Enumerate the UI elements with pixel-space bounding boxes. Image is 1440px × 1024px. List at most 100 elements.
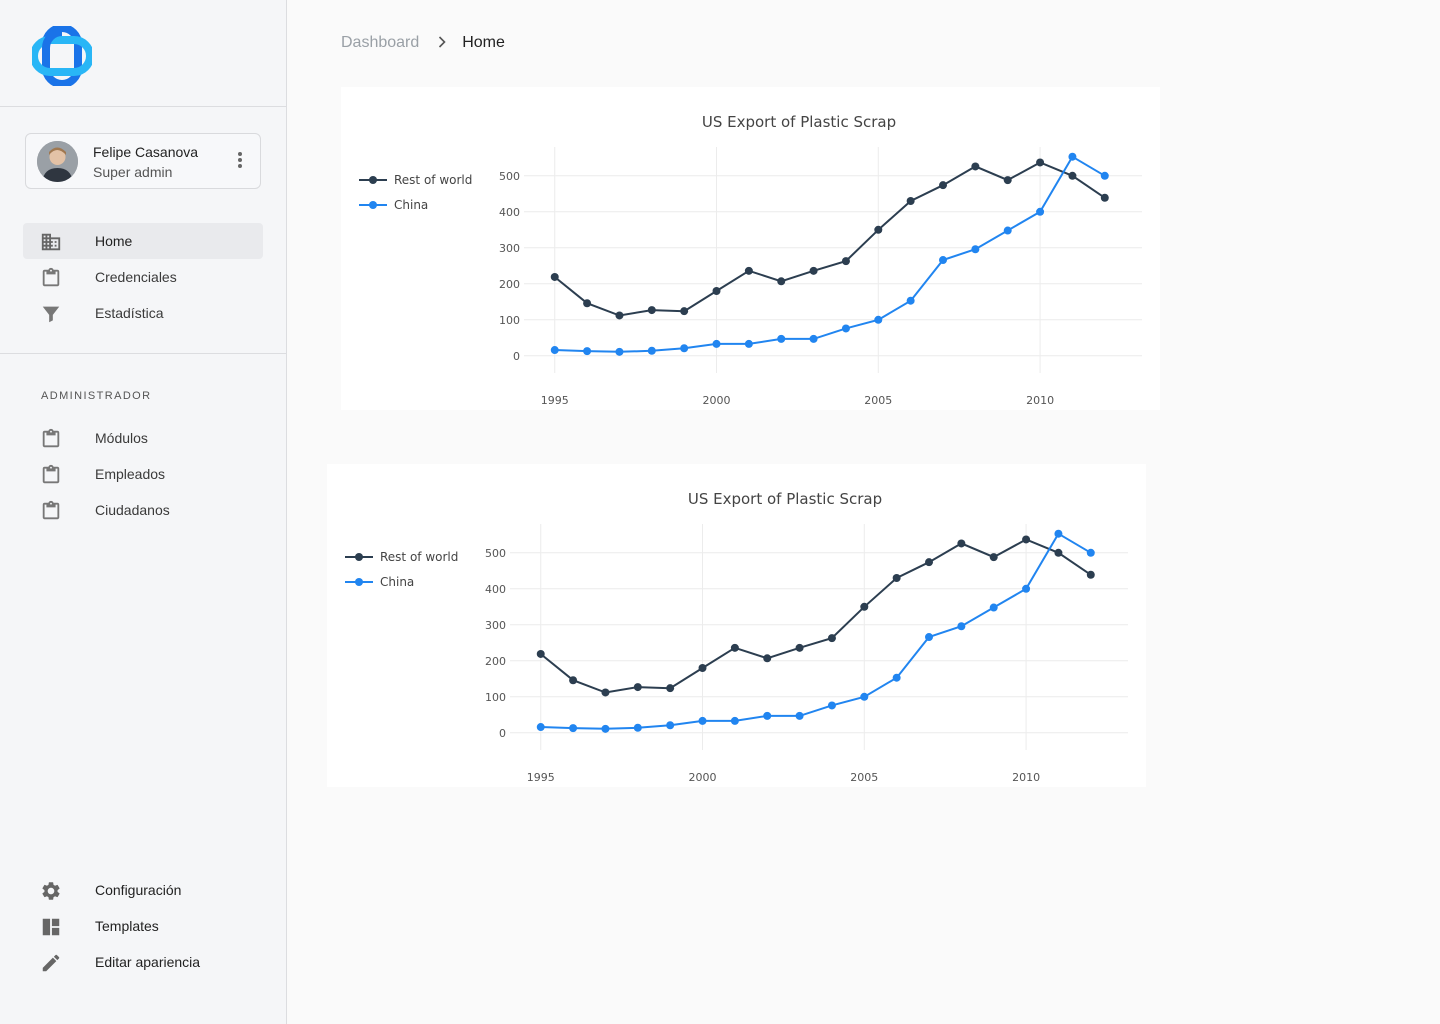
data-point[interactable]	[633, 683, 642, 692]
data-point[interactable]	[874, 225, 883, 234]
sidebar-item-templates[interactable]: Templates	[23, 908, 263, 944]
data-point[interactable]	[1054, 548, 1063, 557]
data-point[interactable]	[860, 692, 869, 701]
data-point[interactable]	[892, 673, 901, 682]
legend-label[interactable]: China	[394, 198, 428, 212]
data-point[interactable]	[957, 539, 966, 548]
sidebar-item-credenciales[interactable]: Credenciales	[23, 259, 263, 295]
data-point[interactable]	[698, 716, 707, 725]
sidebar-item-estadistica[interactable]: Estadística	[23, 295, 263, 331]
more-vert-icon[interactable]	[238, 152, 242, 170]
data-point[interactable]	[763, 654, 772, 663]
data-point[interactable]	[536, 723, 545, 732]
data-point[interactable]	[777, 334, 786, 343]
data-point[interactable]	[1003, 176, 1012, 185]
data-point[interactable]	[841, 257, 850, 266]
data-point[interactable]	[925, 633, 934, 642]
data-point[interactable]	[809, 266, 818, 275]
data-point[interactable]	[763, 711, 772, 720]
data-point[interactable]	[971, 162, 980, 171]
data-point[interactable]	[680, 307, 689, 316]
data-point[interactable]	[989, 603, 998, 612]
data-point[interactable]	[860, 602, 869, 611]
data-point[interactable]	[730, 716, 739, 725]
data-point[interactable]	[925, 558, 934, 567]
data-point[interactable]	[906, 197, 915, 205]
sidebar-item-configuracion[interactable]: Configuración	[23, 872, 263, 908]
brand-logo-icon[interactable]	[32, 26, 92, 86]
data-point[interactable]	[874, 315, 883, 324]
data-point[interactable]	[633, 723, 642, 732]
sidebar-item-ciudadanos[interactable]: Ciudadanos	[23, 492, 263, 528]
data-point[interactable]	[906, 296, 915, 305]
data-point[interactable]	[666, 721, 675, 730]
data-point[interactable]	[680, 344, 689, 353]
data-point[interactable]	[809, 334, 818, 343]
data-point[interactable]	[1003, 226, 1012, 235]
data-point[interactable]	[1100, 193, 1109, 202]
sidebar-item-modulos[interactable]: Módulos	[23, 420, 263, 456]
data-point[interactable]	[615, 311, 624, 320]
data-point[interactable]	[795, 711, 804, 720]
breadcrumb-current: Home	[462, 34, 505, 51]
data-point[interactable]	[712, 339, 721, 348]
data-point[interactable]	[827, 634, 836, 643]
data-point[interactable]	[583, 299, 592, 308]
data-point[interactable]	[1068, 152, 1077, 161]
data-point[interactable]	[601, 724, 610, 733]
y-tick-label: 400	[485, 583, 506, 596]
data-point[interactable]	[550, 346, 559, 355]
data-point[interactable]	[569, 724, 578, 733]
data-point[interactable]	[1022, 584, 1031, 593]
data-point[interactable]	[892, 574, 901, 582]
legend-label[interactable]: China	[380, 575, 414, 589]
x-tick-label: 1995	[541, 394, 569, 407]
data-point[interactable]	[647, 306, 656, 315]
data-point[interactable]	[615, 347, 624, 356]
data-point[interactable]	[939, 181, 948, 190]
data-point[interactable]	[647, 346, 656, 355]
data-point[interactable]	[957, 622, 966, 631]
data-point[interactable]	[550, 272, 559, 281]
data-point[interactable]	[1100, 171, 1109, 180]
chart-title: US Export of Plastic Scrap	[702, 113, 896, 131]
data-point[interactable]	[730, 643, 739, 652]
data-point[interactable]	[989, 553, 998, 562]
legend-label[interactable]: Rest of world	[380, 550, 458, 564]
sidebar-item-home[interactable]: Home	[23, 223, 263, 259]
data-point[interactable]	[971, 245, 980, 254]
x-tick-label: 1995	[527, 771, 555, 784]
sidebar-item-empleados[interactable]: Empleados	[23, 456, 263, 492]
sidebar-item-label: Empleados	[95, 466, 166, 482]
data-point[interactable]	[1036, 158, 1045, 167]
data-point[interactable]	[841, 324, 850, 333]
data-point[interactable]	[744, 339, 753, 348]
data-point[interactable]	[601, 688, 610, 697]
data-point[interactable]	[1036, 207, 1045, 216]
building-icon	[41, 233, 61, 251]
data-point[interactable]	[712, 287, 721, 295]
data-point[interactable]	[569, 676, 578, 685]
data-point[interactable]	[1086, 570, 1095, 579]
sidebar-item-editar-apariencia[interactable]: Editar apariencia	[23, 944, 263, 980]
data-point[interactable]	[1022, 535, 1031, 544]
data-point[interactable]	[1054, 529, 1063, 538]
data-point[interactable]	[795, 643, 804, 652]
data-point[interactable]	[777, 277, 786, 286]
data-point[interactable]	[666, 684, 675, 693]
data-point[interactable]	[1086, 548, 1095, 557]
data-point[interactable]	[744, 266, 753, 275]
legend-label[interactable]: Rest of world	[394, 173, 472, 187]
user-card[interactable]: Felipe Casanova Super admin	[25, 133, 261, 189]
y-tick-label: 200	[499, 278, 520, 291]
breadcrumb-dashboard-link[interactable]: Dashboard	[341, 34, 420, 51]
sidebar-item-label: Templates	[95, 918, 159, 934]
data-point[interactable]	[698, 664, 707, 672]
series-line	[554, 161, 1106, 317]
data-point[interactable]	[583, 347, 592, 356]
data-point[interactable]	[939, 256, 948, 265]
data-point[interactable]	[827, 701, 836, 710]
data-point[interactable]	[1068, 171, 1077, 180]
data-point[interactable]	[536, 649, 545, 658]
avatar	[37, 141, 78, 182]
